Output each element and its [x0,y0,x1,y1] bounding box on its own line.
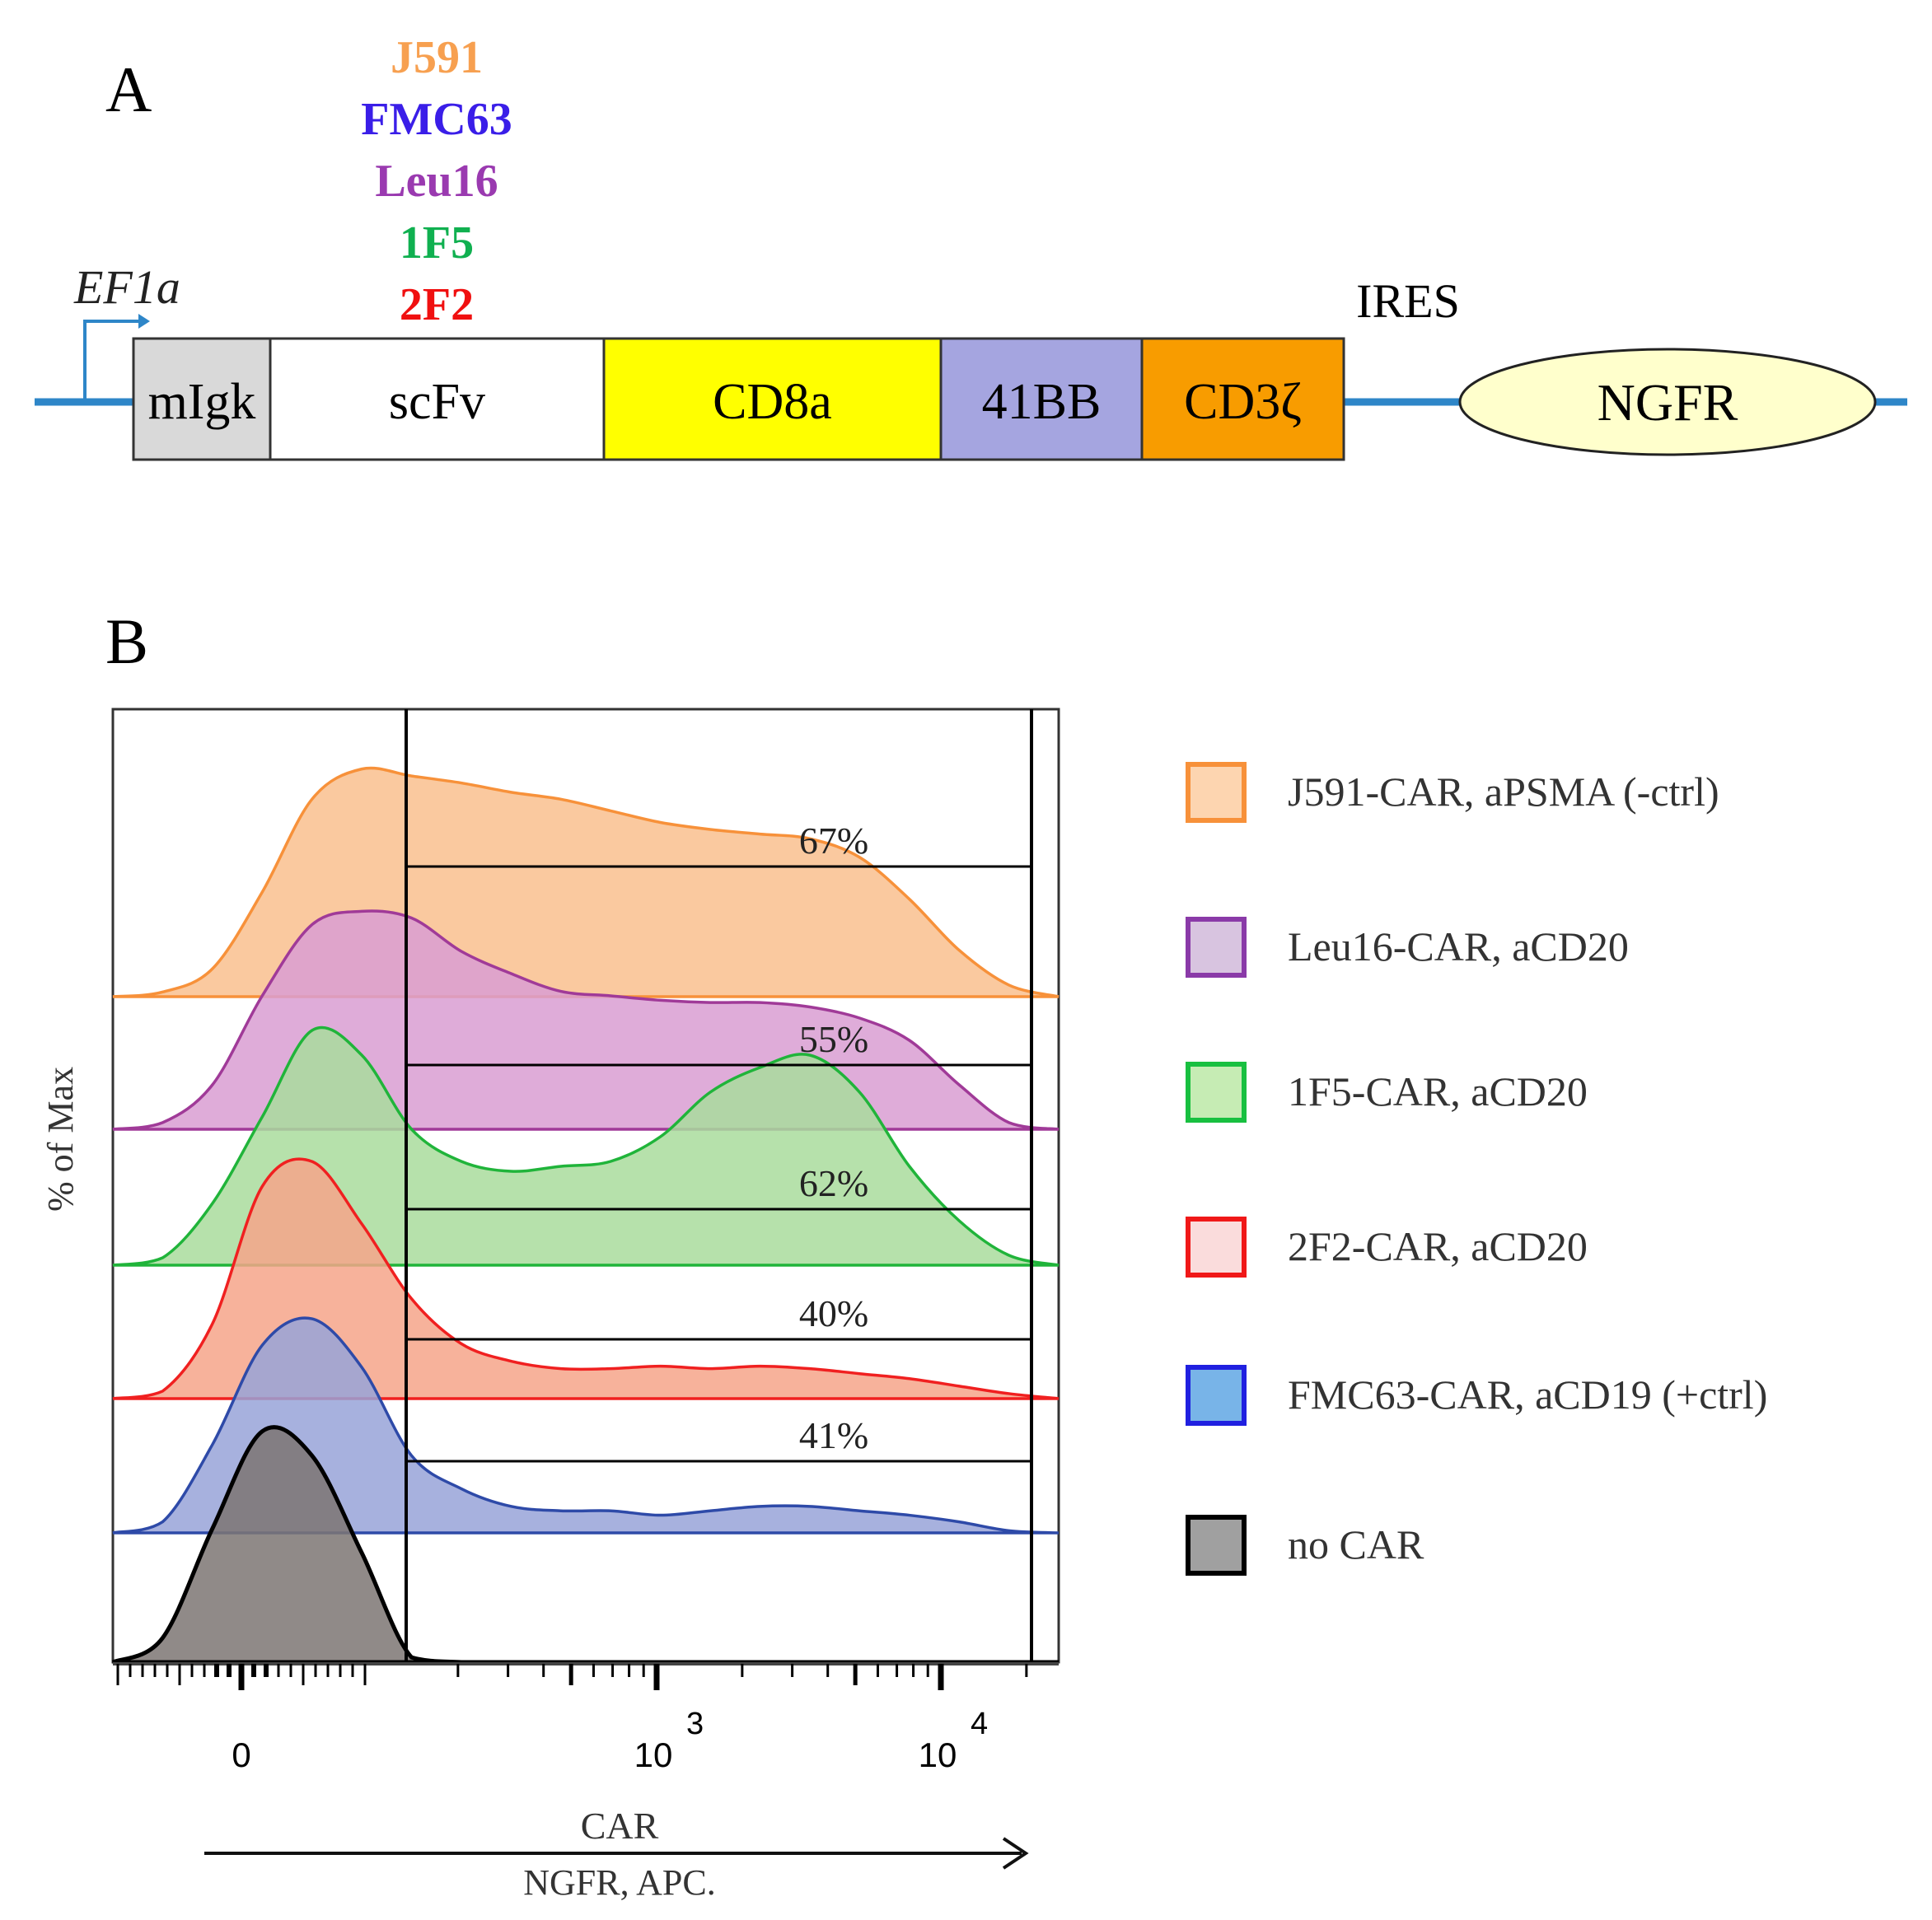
ires-label: IRES [1356,274,1460,328]
legend-swatch [1186,917,1247,978]
segment-label: 41BB [982,374,1102,430]
y-axis-label: % of Max [40,1067,81,1212]
segment-label: scFv [389,374,485,430]
gate-annotations: 67% 55% 62% 40% 41% [406,820,1031,1463]
tick-exponent: 3 [686,1707,704,1741]
scfv-variant-fmc63: FMC63 [361,94,512,145]
legend: J591-CAR, aPSMA (-ctrl) Leu16-CAR, aCD20 1… [1186,762,1767,1576]
tick-base: 10 [634,1735,673,1774]
histogram-series [111,766,1060,1665]
legend-label: J591-CAR, aPSMA (-ctrl) [1288,768,1719,815]
tick-base: 10 [919,1735,957,1774]
legend-swatch [1186,1365,1247,1426]
tick-base: 0 [232,1735,250,1774]
histogram-fmc63 [112,1316,1060,1535]
legend-item: Leu16-CAR, aCD20 [1186,917,1629,978]
legend-item: no CAR [1186,1515,1424,1576]
legend-swatch [1186,1062,1247,1123]
segment-cd3ζ: CD3ζ [1140,337,1345,461]
legend-swatch [1186,762,1247,823]
gate-percent-label: 40% [799,1292,868,1334]
legend-swatch [1186,1515,1247,1576]
legend-label: FMC63-CAR, aCD19 (+ctrl) [1288,1371,1767,1418]
car-construct: mIgk scFv CD8a 41BB CD3ζ [132,337,1345,461]
segment-migk: mIgk [132,337,272,461]
panel-b-label: B [105,605,148,677]
legend-label: Leu16-CAR, aCD20 [1288,923,1629,969]
histogram-2f2 [112,1157,1060,1400]
ngfr-label: NGFR [1598,373,1738,432]
x-axis-arrowhead-icon [1002,1837,1029,1870]
x-axis-label-car: CAR [581,1805,659,1847]
panel-a-label: A [105,54,152,125]
legend-label: 2F2-CAR, aCD20 [1288,1223,1588,1269]
gate-percent-label: 41% [799,1414,868,1456]
legend-item: FMC63-CAR, aCD19 (+ctrl) [1186,1365,1767,1426]
segment-label: CD8a [713,374,832,430]
segment-box [269,337,606,461]
ngfr-ellipse [1458,348,1877,456]
gate-percent-label: 62% [799,1162,868,1204]
x-axis-ticks [116,1664,1028,1690]
legend-item: J591-CAR, aPSMA (-ctrl) [1186,762,1719,823]
gate-percent-label: 67% [799,820,868,862]
scfv-variant-1f5: 1F5 [400,217,474,269]
gate-percent-label: 55% [799,1018,868,1060]
x-tick-labels: 0 10 3 10 4 [232,1707,988,1774]
segment-cd8a: CD8a [602,337,943,461]
scfv-variant-leu16: Leu16 [375,156,498,207]
scfv-variant-j591: J591 [391,32,483,83]
legend-item: 2F2-CAR, aCD20 [1186,1217,1588,1278]
legend-label: no CAR [1288,1521,1424,1567]
segment-box [1140,337,1345,461]
tick-exponent: 4 [971,1707,988,1741]
legend-label: 1F5-CAR, aCD20 [1288,1068,1588,1114]
legend-swatch [1186,1217,1247,1278]
segment-label: mIgk [148,374,256,430]
x-tick-label: 0 [232,1735,250,1774]
segment-scfv: scFv [269,337,606,461]
segment-box [602,337,943,461]
x-tick-label: 10 4 [919,1707,989,1774]
promoter-arrow-icon [83,320,140,402]
segment-41bb: 41BB [939,337,1144,461]
promoter-arrowhead [138,314,150,329]
legend-item: 1F5-CAR, aCD20 [1186,1062,1588,1123]
x-tick-label: 10 3 [634,1707,704,1774]
scfv-variant-list: J591 FMC63 Leu16 1F5 2F2 [361,32,512,330]
x-axis-label-ngfr: NGFR, APC. [523,1862,716,1903]
scfv-variant-2f2: 2F2 [400,279,474,330]
segment-label: CD3ζ [1184,374,1302,430]
promoter-label: EF1a [73,260,180,314]
